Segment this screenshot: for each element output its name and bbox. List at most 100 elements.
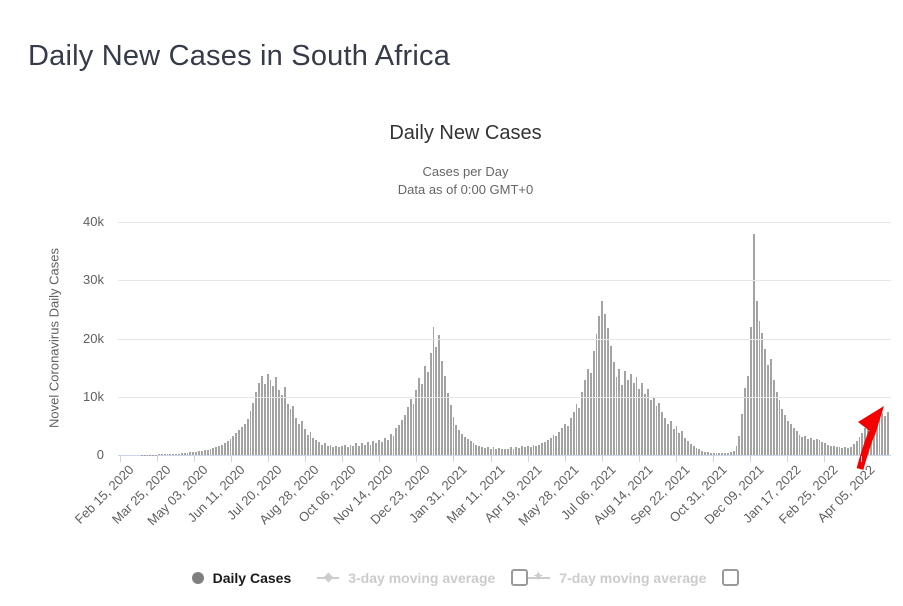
bar[interactable]	[815, 438, 818, 455]
bar[interactable]	[884, 416, 887, 455]
bar[interactable]	[755, 300, 758, 455]
bar[interactable]	[280, 395, 283, 455]
bar[interactable]	[538, 444, 541, 455]
bar[interactable]	[618, 368, 621, 455]
bar[interactable]	[260, 376, 263, 455]
bar[interactable]	[887, 411, 890, 455]
bar[interactable]	[624, 371, 626, 455]
bar[interactable]	[272, 386, 275, 455]
bar[interactable]	[626, 380, 629, 455]
bar[interactable]	[338, 447, 341, 455]
bar[interactable]	[486, 446, 489, 455]
bar[interactable]	[566, 425, 569, 455]
bar[interactable]	[529, 446, 532, 455]
bar[interactable]	[721, 453, 724, 455]
bar[interactable]	[724, 453, 727, 455]
bar[interactable]	[718, 453, 721, 455]
bar[interactable]	[841, 447, 844, 455]
bar[interactable]	[715, 453, 718, 455]
bar[interactable]	[652, 397, 655, 455]
bar[interactable]	[198, 451, 200, 455]
7-day-moving-average-checkbox[interactable]	[722, 569, 740, 586]
bar[interactable]	[406, 407, 409, 455]
bar[interactable]	[832, 446, 835, 455]
bar[interactable]	[535, 446, 538, 455]
bar[interactable]	[472, 442, 475, 455]
bar[interactable]	[878, 418, 881, 455]
bar[interactable]	[475, 444, 478, 455]
bar[interactable]	[275, 376, 278, 455]
bar[interactable]	[443, 375, 446, 455]
bar[interactable]	[872, 420, 875, 455]
bar[interactable]	[295, 417, 298, 455]
legend-item-3-day-moving-average[interactable]: 3-day moving average	[317, 570, 495, 586]
bar[interactable]	[829, 445, 832, 455]
bar[interactable]	[226, 441, 229, 455]
bar[interactable]	[458, 429, 461, 455]
bar[interactable]	[243, 423, 246, 455]
bar[interactable]	[601, 300, 604, 455]
bar[interactable]	[361, 442, 363, 455]
bar[interactable]	[772, 380, 775, 455]
bar[interactable]	[469, 441, 472, 455]
bar[interactable]	[449, 404, 452, 455]
bar[interactable]	[687, 441, 689, 455]
bar[interactable]	[329, 445, 332, 455]
bar[interactable]	[781, 408, 784, 455]
bar[interactable]	[821, 442, 824, 455]
bar[interactable]	[392, 436, 395, 455]
bar[interactable]	[495, 449, 498, 455]
bar[interactable]	[258, 383, 260, 455]
bar[interactable]	[269, 380, 272, 455]
bar[interactable]	[589, 373, 592, 455]
bar[interactable]	[609, 345, 612, 455]
bar[interactable]	[401, 420, 403, 455]
bar[interactable]	[804, 435, 807, 455]
bar[interactable]	[684, 438, 687, 455]
bar[interactable]	[747, 376, 749, 455]
bar[interactable]	[767, 365, 769, 455]
bar[interactable]	[189, 452, 192, 455]
bar[interactable]	[569, 417, 572, 455]
bar[interactable]	[646, 388, 649, 455]
bar[interactable]	[549, 437, 552, 455]
bar[interactable]	[352, 446, 355, 455]
bar[interactable]	[749, 326, 752, 455]
bar[interactable]	[321, 444, 323, 455]
bar[interactable]	[429, 353, 432, 455]
bar[interactable]	[738, 436, 741, 455]
bar[interactable]	[398, 424, 401, 455]
bar[interactable]	[289, 408, 292, 455]
bar[interactable]	[484, 448, 486, 455]
bar[interactable]	[343, 445, 346, 455]
bar[interactable]	[675, 426, 678, 455]
bar-series[interactable]	[118, 222, 891, 455]
bar[interactable]	[395, 428, 398, 455]
bar[interactable]	[758, 321, 761, 455]
bar[interactable]	[240, 427, 243, 455]
bar[interactable]	[638, 388, 641, 455]
bar[interactable]	[441, 360, 443, 455]
bar[interactable]	[215, 447, 218, 455]
bar[interactable]	[632, 382, 635, 455]
bar[interactable]	[263, 383, 266, 455]
bar[interactable]	[604, 314, 606, 455]
bar[interactable]	[769, 359, 772, 455]
bar[interactable]	[301, 420, 303, 455]
bar[interactable]	[584, 380, 586, 455]
bar[interactable]	[592, 351, 595, 455]
bar[interactable]	[312, 438, 315, 455]
bar[interactable]	[784, 414, 787, 455]
bar[interactable]	[681, 431, 684, 455]
bar[interactable]	[744, 388, 747, 455]
bar[interactable]	[698, 449, 701, 455]
bar[interactable]	[229, 438, 232, 455]
bar[interactable]	[412, 403, 415, 455]
bar[interactable]	[286, 403, 289, 455]
bar[interactable]	[172, 453, 175, 455]
bar[interactable]	[506, 449, 509, 455]
bar[interactable]	[178, 453, 180, 455]
bar[interactable]	[403, 415, 406, 455]
bar[interactable]	[741, 414, 744, 455]
bar[interactable]	[704, 451, 707, 455]
